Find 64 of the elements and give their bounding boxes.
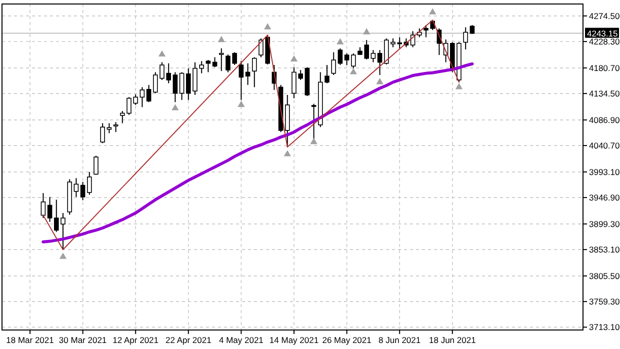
x-tick-label: 12 Apr 2021 — [112, 335, 159, 345]
candlestick — [344, 52, 350, 66]
point — [310, 138, 318, 144]
point — [363, 28, 370, 34]
y-tick-label: 4134.50 — [589, 88, 620, 99]
y-tick-label: 3899.30 — [589, 218, 620, 229]
point — [59, 252, 67, 259]
point — [336, 38, 344, 44]
y-tick-label: 3946.90 — [589, 192, 620, 203]
x-tick-label: 8 Jun 2021 — [378, 335, 421, 345]
candlestick — [377, 50, 382, 76]
candlestick — [252, 56, 257, 88]
x-tick-label: 4 May 2021 — [218, 335, 264, 345]
candlestick — [463, 26, 468, 50]
candlestick — [219, 48, 224, 72]
point — [284, 150, 291, 156]
candlestick — [338, 48, 343, 66]
candlestick — [179, 72, 184, 100]
candlestick — [40, 192, 46, 219]
x-tick-label: 22 Apr 2021 — [165, 335, 212, 345]
candlestick — [113, 122, 118, 133]
candlestick — [370, 50, 376, 63]
y-tick-label: 4274.50 — [589, 10, 620, 21]
candlestick — [238, 60, 244, 100]
point — [455, 83, 463, 90]
candlestick — [94, 155, 98, 176]
point — [172, 104, 179, 110]
point — [218, 36, 225, 42]
y-tick-label: 3805.50 — [589, 270, 620, 281]
candlestick — [106, 122, 112, 134]
candlestick — [146, 84, 152, 103]
y-tick-label: 3993.10 — [589, 166, 620, 177]
line-series — [42, 62, 474, 244]
point — [264, 23, 272, 30]
point — [290, 55, 298, 62]
x-tick-label: 18 Mar 2021 — [6, 335, 54, 345]
point — [238, 100, 245, 107]
y-tick-label: 4086.90 — [589, 114, 620, 125]
y-tick-label: 3853.10 — [589, 244, 620, 255]
point — [158, 50, 166, 57]
candlestick — [80, 181, 86, 201]
x-tick-label: 14 May 2021 — [269, 335, 319, 345]
candlestick — [331, 52, 336, 76]
point — [350, 68, 357, 74]
y-tick-label: 4040.70 — [589, 140, 620, 151]
candlestick — [206, 59, 211, 73]
ref-line-label: 4243.15 — [587, 28, 618, 38]
candlestick — [212, 56, 218, 68]
candlestick — [74, 178, 79, 198]
y-tick-label: 4228.30 — [589, 36, 620, 47]
candlestick — [100, 122, 105, 144]
candlestick — [245, 62, 250, 86]
y-tick-label: 3759.30 — [589, 296, 620, 307]
point — [376, 78, 384, 84]
point — [429, 8, 436, 14]
y-tick-label: 4180.70 — [589, 62, 620, 73]
x-tick-label: 18 Jun 2021 — [429, 335, 476, 345]
candlestick — [172, 72, 178, 103]
y-tick-label: 3713.10 — [589, 322, 620, 332]
x-tick-label: 30 Mar 2021 — [58, 335, 107, 345]
candlestick — [47, 196, 52, 222]
x-tick-label: 26 May 2021 — [322, 335, 372, 345]
candlestick — [87, 171, 92, 196]
candlestick — [140, 86, 145, 108]
